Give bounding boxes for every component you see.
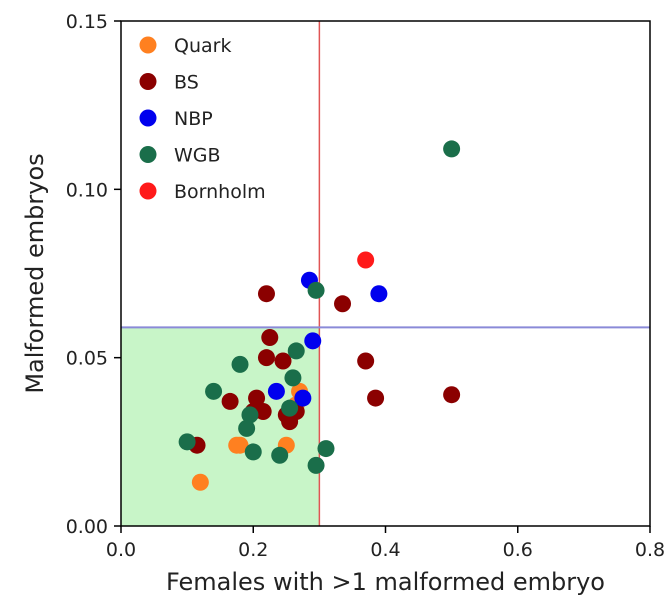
- data-point-bs: [274, 352, 292, 370]
- y-tick-label: 0.00: [66, 516, 108, 538]
- plot-area: 0.0 0.2 0.4 0.6 0.8 0.00 0.05 0.10 0.15 Quark BS NB…: [66, 11, 665, 561]
- data-point-wgb: [443, 140, 461, 158]
- data-point-wgb: [178, 433, 196, 451]
- y-tick-label: 0.10: [66, 179, 108, 201]
- data-point-bs: [443, 386, 461, 404]
- legend-label-quark: Quark: [174, 35, 231, 57]
- x-tick-label: 0.2: [238, 539, 268, 561]
- data-point-bs: [367, 389, 385, 407]
- legend-marker-nbp: [139, 109, 157, 127]
- x-axis-label: Females with >1 malformed embryo: [166, 568, 605, 596]
- data-point-wgb: [287, 342, 305, 360]
- data-point-wgb: [307, 281, 325, 299]
- legend-label-wgb: WGB: [174, 145, 221, 167]
- data-point-bs: [357, 352, 375, 370]
- data-point-wgb: [205, 382, 223, 400]
- y-axis-label: Malformed embryos: [21, 153, 49, 393]
- data-point-bornholm: [357, 251, 375, 269]
- x-tick-label: 0.4: [370, 539, 400, 561]
- data-point-quark: [231, 436, 249, 454]
- data-point-bs: [221, 392, 239, 410]
- data-point-nbp: [304, 332, 322, 350]
- legend-marker-bornholm: [139, 182, 157, 200]
- data-point-wgb: [284, 369, 302, 387]
- data-point-wgb: [238, 419, 256, 437]
- x-tick-label: 0.0: [106, 539, 136, 561]
- data-point-nbp: [370, 285, 388, 303]
- legend-label-bs: BS: [174, 72, 199, 94]
- legend-marker-quark: [139, 36, 157, 54]
- data-point-wgb: [231, 355, 249, 373]
- data-point-bs: [257, 349, 275, 367]
- data-point-quark: [191, 473, 209, 491]
- data-point-wgb: [281, 399, 299, 417]
- data-point-wgb: [241, 406, 259, 424]
- data-point-wgb: [271, 446, 289, 464]
- data-point-bs: [248, 389, 266, 407]
- data-point-wgb: [317, 440, 335, 458]
- data-point-nbp: [294, 389, 312, 407]
- data-point-bs: [261, 328, 279, 346]
- data-point-wgb: [244, 443, 262, 461]
- data-point-bs: [254, 403, 272, 421]
- legend-marker-wgb: [139, 146, 157, 163]
- x-tick-label: 0.6: [503, 539, 533, 561]
- legend-marker-bs: [139, 73, 157, 90]
- data-point-bs: [257, 285, 275, 303]
- data-point-bs: [334, 295, 352, 313]
- data-point-wgb: [307, 456, 325, 474]
- legend-label-nbp: NBP: [174, 108, 213, 130]
- y-tick-label: 0.15: [66, 11, 108, 33]
- data-point-nbp: [267, 382, 285, 400]
- x-tick-label: 0.8: [635, 539, 665, 561]
- legend-label-bornholm: Bornholm: [174, 181, 266, 203]
- y-tick-label: 0.05: [66, 348, 108, 370]
